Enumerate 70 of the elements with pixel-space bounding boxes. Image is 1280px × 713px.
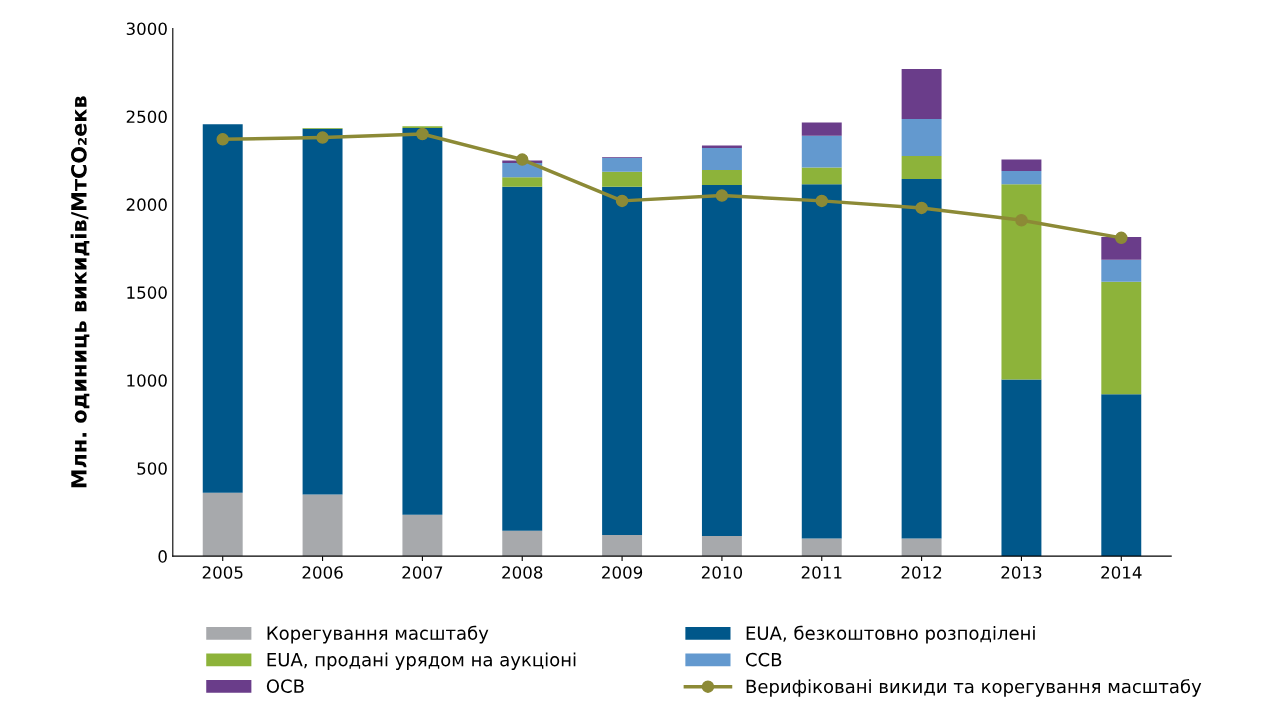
- point: [416, 127, 429, 141]
- bar: [801, 135, 842, 168]
- bar: [1001, 170, 1042, 185]
- bar: [202, 124, 243, 493]
- bar: [901, 119, 942, 157]
- bar: [1001, 184, 1042, 380]
- bar: [202, 492, 243, 557]
- point: [715, 189, 729, 202]
- bar: [502, 177, 543, 187]
- point: [1015, 213, 1028, 227]
- point: [515, 153, 529, 166]
- bar: [502, 530, 543, 557]
- y-tick-label: 2500: [126, 110, 167, 124]
- point: [915, 201, 928, 215]
- bar: [901, 156, 942, 179]
- x-tick-label: 2010: [701, 566, 743, 579]
- bar: [1101, 259, 1142, 282]
- bar: [502, 186, 543, 531]
- legend-label: ОСВ: [266, 679, 304, 693]
- point: [316, 131, 329, 144]
- x-tick-label: 2011: [801, 566, 842, 579]
- bar: [1101, 236, 1142, 260]
- legend-label: EUA, продані урядом на аукціоні: [267, 652, 576, 670]
- y-tick-label: 0: [158, 550, 167, 563]
- bar: [801, 167, 842, 185]
- bar: [602, 186, 643, 536]
- x-tick-label: 2009: [602, 566, 643, 579]
- bar: [701, 185, 742, 536]
- x-tick-label: 2007: [402, 566, 443, 579]
- x-tick-label: 2008: [502, 566, 543, 579]
- bar: [901, 68, 942, 120]
- bar: [901, 538, 942, 557]
- legend-label: Корегування масштабу: [267, 625, 489, 644]
- y-tick-label: 3000: [126, 22, 167, 36]
- bar: [1001, 159, 1042, 171]
- x-tick-label: 2014: [1101, 566, 1142, 579]
- bar: [801, 122, 842, 136]
- point: [615, 194, 629, 208]
- y-axis-title: Млн. одиниць викидів/МтCO₂екв: [70, 96, 90, 488]
- bar: [602, 535, 643, 557]
- bar: [1101, 394, 1142, 557]
- point: [216, 133, 229, 146]
- legend-label: Верифіковані викиди та корегування масштабу: [746, 678, 1202, 697]
- point: [815, 194, 829, 208]
- y-tick-label: 1000: [127, 374, 167, 387]
- bar: [801, 184, 842, 539]
- bar: [801, 538, 842, 557]
- y-tick-label: 500: [137, 462, 167, 475]
- bar: [1101, 281, 1142, 395]
- bar: [602, 157, 643, 172]
- bar: [701, 170, 742, 186]
- x-tick-label: 2012: [901, 566, 942, 579]
- y-tick-label: 1500: [127, 286, 167, 299]
- bar: [302, 128, 343, 495]
- y-tick-label: 2000: [126, 198, 167, 211]
- bar: [901, 178, 942, 539]
- bar: [701, 145, 742, 149]
- bar: [1001, 379, 1042, 557]
- x-tick-label: 2006: [302, 566, 343, 579]
- x-tick-label: 2005: [202, 566, 243, 579]
- bar: [602, 171, 643, 187]
- legend-label: EUA, безкоштовно розподілені: [746, 625, 1035, 644]
- x-tick-label: 2013: [1001, 566, 1042, 579]
- bar: [701, 535, 742, 557]
- bar: [402, 127, 443, 515]
- legend-label: ССВ: [745, 652, 782, 667]
- bar: [302, 494, 343, 557]
- point: [1115, 231, 1128, 245]
- bar: [402, 514, 443, 557]
- bar: [701, 148, 742, 171]
